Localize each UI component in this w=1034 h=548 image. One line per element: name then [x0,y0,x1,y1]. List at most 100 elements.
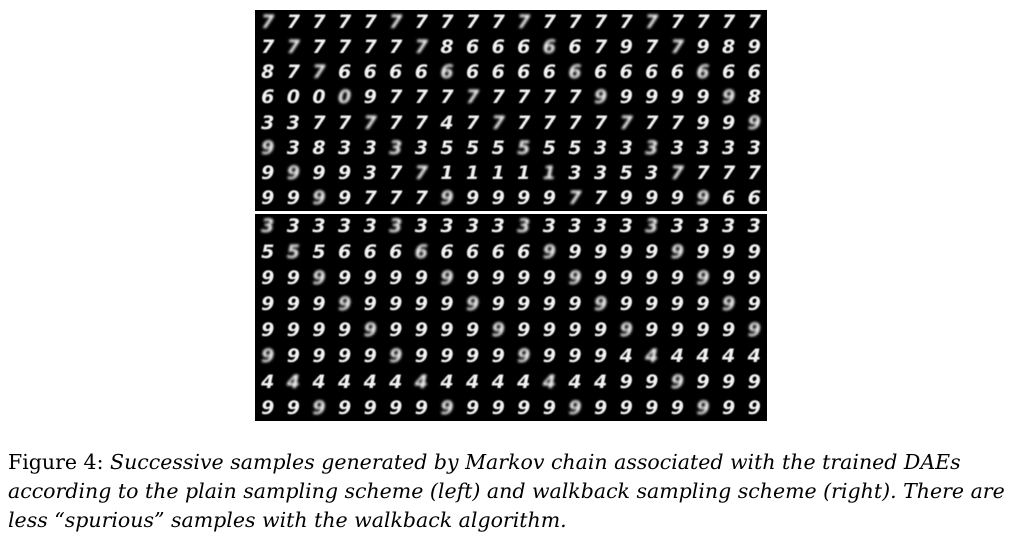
digit-sample: 9 [414,396,428,419]
digit-sample: 9 [619,267,633,290]
digit-sample: 6 [363,241,377,264]
digit-sample: 4 [337,370,352,393]
digit-sample: 9 [517,267,531,290]
digit-sample: 9 [312,318,326,341]
digit-sample: 7 [389,36,403,59]
digit-sample: 4 [491,370,505,393]
digit-sample: 5 [465,136,480,159]
digit-sample: 9 [517,186,531,209]
digit-sample: 9 [465,267,480,290]
digit-sample: 7 [721,161,736,184]
digit-sample: 9 [389,396,403,419]
digit-sample: 5 [619,161,633,184]
digit-sample: 7 [593,36,608,59]
digit-sample: 9 [517,318,531,341]
digit-sample: 6 [696,61,710,84]
digit-sample: 7 [491,111,505,134]
digit-sample: 9 [312,396,326,419]
digit-sample: 3 [389,136,403,159]
digit-sample: 4 [542,370,556,393]
digit-sample: 7 [517,11,531,34]
digit-sample: 6 [542,36,556,59]
digit-sample: 9 [414,267,428,290]
digit-sample: 4 [517,370,531,393]
digit-sample: 9 [593,86,608,109]
digit-sample: 9 [645,86,659,109]
digit-sample: 7 [414,11,428,34]
digit-sample: 9 [491,344,505,367]
digit-sample: 7 [389,161,403,184]
digit-sample: 9 [747,241,761,264]
digit-sample: 9 [696,293,710,316]
digit-sample: 9 [568,396,582,419]
digit-sample: 1 [517,161,531,184]
digit-sample: 6 [619,61,633,84]
digit-sample: 5 [542,136,556,159]
digit-sample: 4 [286,370,300,393]
digit-sample: 9 [696,396,710,419]
digit-sample: 7 [312,61,326,84]
digit-sample: 7 [286,36,300,59]
digit-sample: 4 [619,344,633,367]
digit-sample: 9 [747,267,761,290]
digit-sample: 7 [645,36,659,59]
digit-sample: 9 [645,318,659,341]
digit-sample: 3 [337,136,352,159]
digit-sample: 7 [312,36,326,59]
digit-sample: 3 [261,111,275,134]
digit-sample: 4 [645,344,659,367]
digit-sample: 7 [670,161,684,184]
digit-sample: 3 [363,136,377,159]
digit-sample: 9 [261,136,275,159]
digit-sample: 6 [465,61,480,84]
digit-sample: 9 [568,318,582,341]
digit-sample: 9 [670,186,684,209]
digit-sample: 9 [747,111,761,134]
digit-sample: 7 [414,111,428,134]
digit-sample: 4 [414,370,428,393]
digit-sample: 9 [721,396,736,419]
digit-sample: 9 [286,396,300,419]
digit-sample: 9 [389,293,403,316]
digit-sample: 9 [491,267,505,290]
digit-sample: 7 [593,186,608,209]
digit-sample: 9 [696,370,710,393]
digit-sample: 3 [491,215,505,238]
digit-sample: 9 [747,396,761,419]
digit-sample: 6 [670,61,684,84]
digit-sample: 9 [337,396,352,419]
digit-sample: 3 [542,215,556,238]
digit-sample: 9 [337,186,352,209]
digit-sample: 7 [593,111,608,134]
digit-sample: 5 [286,241,300,264]
digit-sample: 9 [312,344,326,367]
digit-sample: 9 [261,318,275,341]
digit-sample: 6 [337,241,352,264]
digit-sample: 7 [517,111,531,134]
digit-sample: 9 [670,318,684,341]
digit-sample: 9 [619,186,633,209]
digit-sample: 7 [619,111,633,134]
digit-sample: 9 [465,318,480,341]
digit-sample: 6 [517,36,531,59]
digit-sample: 9 [670,86,684,109]
digit-sample: 7 [568,186,582,209]
digit-sample: 9 [286,344,300,367]
digit-sample: 7 [619,11,633,34]
digit-sample: 4 [389,370,403,393]
digit-sample: 7 [337,36,352,59]
digit-sample: 7 [568,86,582,109]
digit-sample: 9 [747,318,761,341]
digit-sample: 6 [491,36,505,59]
digit-sample: 5 [568,136,582,159]
caption-text: Successive samples generated by Markov c… [8,450,1005,532]
digit-sample: 9 [389,344,403,367]
digit-sample: 9 [465,293,480,316]
digit-sample: 7 [312,111,326,134]
digit-sample: 7 [542,11,556,34]
digit-sample: 9 [440,186,454,209]
digit-sample: 9 [619,86,633,109]
digit-sample: 9 [696,267,710,290]
digit-sample: 9 [286,293,300,316]
